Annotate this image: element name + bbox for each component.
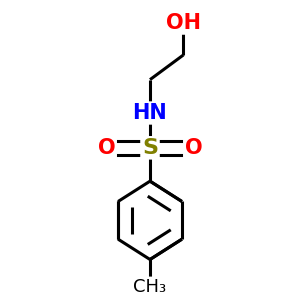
Text: O: O (98, 138, 115, 158)
Text: HN: HN (133, 103, 167, 123)
Text: O: O (185, 138, 202, 158)
Text: OH: OH (166, 13, 201, 33)
Text: S: S (142, 138, 158, 158)
Text: CH₃: CH₃ (134, 278, 166, 296)
